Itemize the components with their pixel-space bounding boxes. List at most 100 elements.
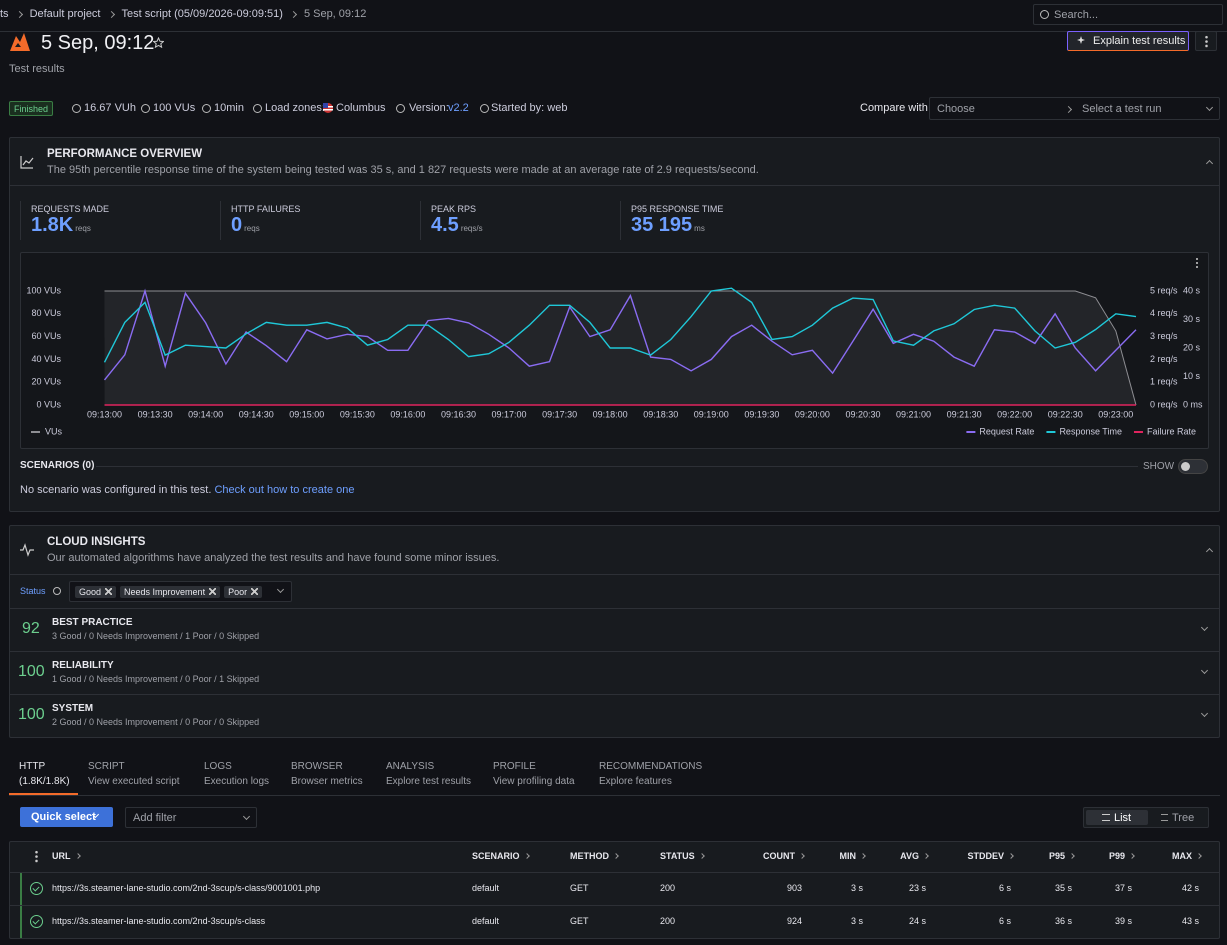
column-header[interactable]: STATUS [660,851,705,861]
more-button[interactable] [1195,31,1217,51]
y-tick-label: 20 VUs [31,377,61,387]
tab-title[interactable]: PROFILE [493,761,536,772]
column-header[interactable]: URL [52,851,81,861]
toggle-label: SHOW [1143,461,1175,472]
tab-subtitle[interactable]: Execution logs [204,776,270,787]
version[interactable]: v2.2 [448,102,469,114]
list-option[interactable]: List [1086,810,1148,825]
scenarios-title: SCENARIOS (0) [20,460,95,471]
sort-icon [523,853,530,859]
logo [10,33,30,51]
icon [253,104,262,113]
kebab-dot[interactable] [1196,258,1198,260]
x-tick-label: 09:17:30 [542,409,577,419]
cell: 200 [660,883,676,893]
x-tick-label: 09:19:30 [744,409,779,419]
column-header[interactable]: AVG [900,851,929,861]
add-filter[interactable]: Add filter [125,807,257,828]
column-header[interactable]: COUNT [763,851,805,861]
x-tick-label: 09:14:30 [239,409,274,419]
pulse-icon [20,543,34,557]
cell: 36 s [1054,916,1072,926]
column-header[interactable]: P95 [1049,851,1075,861]
tab-title[interactable]: LOGS [204,761,232,772]
tab-title[interactable]: HTTP [19,761,46,772]
tab-subtitle[interactable]: (1.8K/1.8K) [19,776,70,787]
sort-icon [74,853,81,859]
tab-subtitle[interactable]: View executed script [88,776,180,787]
filter-chip[interactable]: Poor [224,585,263,598]
column-header[interactable]: P99 [1109,851,1135,861]
divider [0,31,1227,32]
filter-chip[interactable]: Needs Improvement [120,585,221,598]
load-zone: Columbus [336,102,386,114]
sparkle-icon [1077,36,1085,44]
crumb[interactable]: ts [0,8,9,20]
load-zones-label: Load zones: [265,102,325,114]
tab-title[interactable]: ANALYSIS [386,761,435,772]
cell: 43 s [1181,916,1199,926]
divider [10,694,1219,695]
crumb[interactable]: Default project [29,8,101,20]
divider [10,651,1219,652]
tab-title[interactable]: RECOMMENDATIONS [599,761,703,772]
chevron [242,812,251,821]
explain-button[interactable]: Explain test results [1067,31,1189,51]
panel-description: Our automated algorithms have analyzed t… [47,552,500,564]
header-label: STATUS [660,851,695,861]
tab-subtitle[interactable]: Explore test results [386,776,472,787]
choose-placeholder: Choose [937,103,975,115]
column-header[interactable]: MAX [1172,851,1202,861]
show-toggle[interactable] [1178,459,1208,474]
tab-title[interactable]: BROWSER [291,761,343,772]
status-filter[interactable]: Good Needs Improvement Poor [69,581,292,602]
remove-icon[interactable] [251,588,259,595]
column-header[interactable]: STDDEV [967,851,1014,861]
crumb[interactable]: Test script (05/09/2026-09:09:51) [121,8,283,20]
quick-select-button[interactable]: Quick select [20,807,113,827]
success-icon [30,915,43,928]
header-label: MAX [1172,851,1192,861]
tab-title[interactable]: SCRIPT [88,761,125,772]
insight-detail: 1 Good / 0 Needs Improvement / 0 Poor / … [52,674,260,684]
status-label: Status [20,586,46,596]
kebab-dot[interactable] [1196,266,1198,268]
row-status-bar [20,906,22,938]
metric-unit: ms [694,224,705,233]
legend-label: VUs [45,426,63,436]
insight-name: SYSTEM [52,703,94,714]
tab-subtitle[interactable]: View profiling data [493,776,575,787]
search-box[interactable]: Search... [1033,4,1223,25]
y-tick-label: 40 s [1183,285,1201,295]
remove-icon[interactable] [209,588,217,595]
search-icon [1040,10,1049,19]
tab-subtitle[interactable]: Explore features [599,776,672,787]
remove-icon[interactable] [105,588,113,595]
tab-subtitle[interactable]: Browser metrics [291,776,363,787]
started-by: Started by: web [491,102,568,114]
column-menu[interactable] [35,850,38,863]
filter-chip[interactable]: Good [75,585,117,598]
divider [10,905,1219,906]
tree-option[interactable]: Tree [1148,810,1208,825]
compare-select[interactable]: Choose Select a test run [929,97,1220,120]
chip-label: Good [79,586,102,597]
column-header[interactable]: METHOD [570,851,619,861]
divider [96,466,1138,467]
header-label: URL [52,851,71,861]
flag-icon [323,103,333,113]
star-icon[interactable] [153,37,164,48]
sort-icon [1129,853,1135,859]
header-label: COUNT [763,851,795,861]
kebab-dot[interactable] [1196,262,1198,264]
cell: 6 s [998,883,1011,893]
cell: GET [570,883,589,893]
column-header[interactable]: MIN [840,851,866,861]
column-header[interactable]: SCENARIO [472,851,530,861]
create-link[interactable]: Check out how to create one [214,484,355,496]
score: 100 [18,663,45,680]
metric: 35 195 ms [631,214,705,237]
tree-icon [1161,814,1168,821]
compare-label: Compare with [860,102,928,114]
x-tick-label: 09:16:30 [441,409,476,419]
